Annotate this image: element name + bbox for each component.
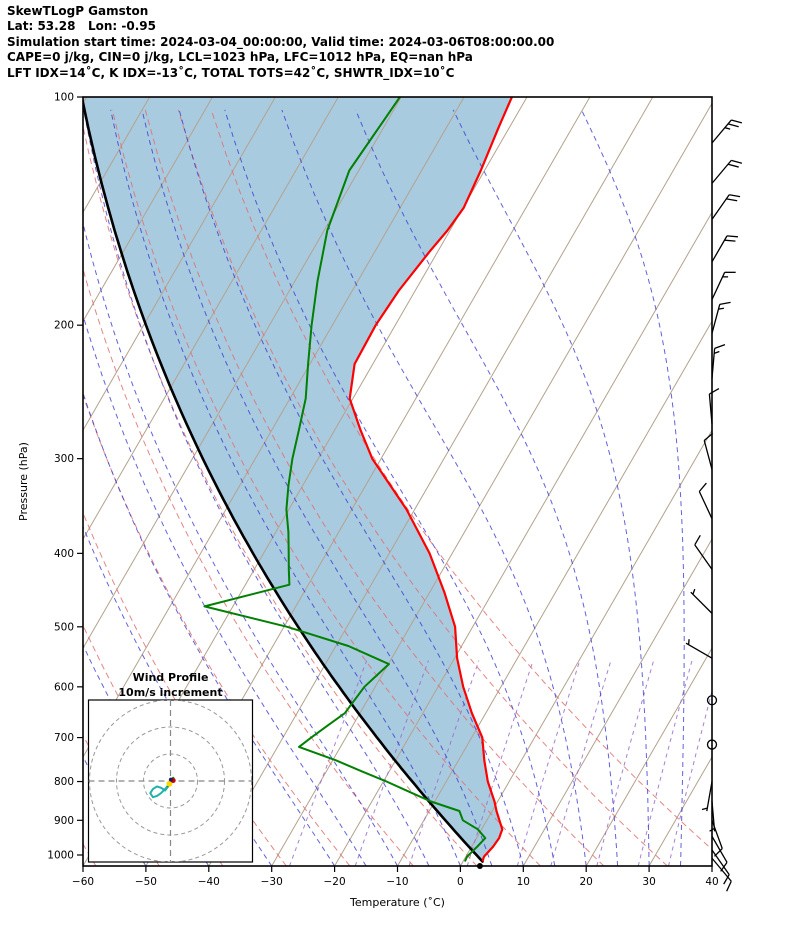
isotherm-line <box>460 97 794 866</box>
isotherm-line <box>712 97 794 866</box>
hodograph-subtitle: 10m/s increment <box>118 686 222 699</box>
moist-adiabat-line <box>582 110 685 866</box>
temperature-tick-label: −40 <box>198 876 220 888</box>
pressure-tick-label: 300 <box>54 453 74 465</box>
hodograph-level-dot <box>169 778 173 782</box>
temperature-tick-label: 0 <box>457 876 464 888</box>
pressure-tick-label: 1000 <box>47 849 74 861</box>
wind-barb <box>712 302 731 333</box>
wind-barb <box>709 389 719 424</box>
temperature-tick-label: 40 <box>705 876 718 888</box>
isotherm-line <box>586 97 794 866</box>
temperature-tick-label: −20 <box>324 876 346 888</box>
sounding-header: SkewTLogP Gamston Lat: 53.28 Lon: -0.95 … <box>7 4 554 81</box>
wind-barb <box>686 639 712 658</box>
wind-barb <box>699 483 712 519</box>
temperature-tick-label: −50 <box>135 876 157 888</box>
wind-barb <box>712 195 740 220</box>
indices-line-2: LFT IDX=14˚C, K IDX=-13˚C, TOTAL TOTS=42… <box>7 66 554 81</box>
wind-barb <box>712 236 738 262</box>
wind-barb <box>712 272 736 299</box>
chart-title: SkewTLogP Gamston <box>7 4 554 19</box>
wind-barb <box>712 345 725 379</box>
pressure-tick-label: 200 <box>54 320 74 332</box>
wind-barb <box>691 589 712 613</box>
pressure-tick-label: 700 <box>54 732 74 744</box>
wind-barb <box>712 120 742 143</box>
pressure-tick-label: 900 <box>54 815 74 827</box>
temperature-tick-label: 30 <box>642 876 655 888</box>
temperature-tick-label: −60 <box>72 876 94 888</box>
pressure-tick-label: 100 <box>54 92 74 104</box>
isotherm-line <box>0 97 87 866</box>
pressure-tick-label: 500 <box>54 621 74 633</box>
pressure-tick-label: 400 <box>54 548 74 560</box>
temperature-tick-label: 10 <box>517 876 530 888</box>
dry-adiabat-line <box>0 110 96 866</box>
location-line: Lat: 53.28 Lon: -0.95 <box>7 19 554 34</box>
mixing-ratio-line <box>551 661 611 866</box>
hodograph-inset: Wind Profile 10m/s increment <box>89 671 253 862</box>
pressure-tick-label: 800 <box>54 776 74 788</box>
moist-adiabat-line <box>0 110 83 866</box>
wind-barb <box>702 782 712 812</box>
temperature-tick-label: −30 <box>261 876 283 888</box>
temperature-axis-label: Temperature (˚C) <box>349 896 445 909</box>
time-line: Simulation start time: 2024-03-04_00:00:… <box>7 35 554 50</box>
indices-line-1: CAPE=0 j/kg, CIN=0 j/kg, LCL=1023 hPa, L… <box>7 50 554 65</box>
temperature-tick-label: 20 <box>580 876 593 888</box>
temperature-tick-label: −10 <box>386 876 408 888</box>
hodograph-title: Wind Profile <box>133 671 209 684</box>
pressure-tick-label: 600 <box>54 681 74 693</box>
isotherm-line <box>523 97 794 866</box>
wind-barb <box>712 160 742 183</box>
wind-barb-column <box>686 120 742 891</box>
isotherm-line <box>649 97 794 866</box>
pressure-axis-label: Pressure (hPa) <box>17 442 30 521</box>
moist-adiabat-line <box>712 110 736 866</box>
